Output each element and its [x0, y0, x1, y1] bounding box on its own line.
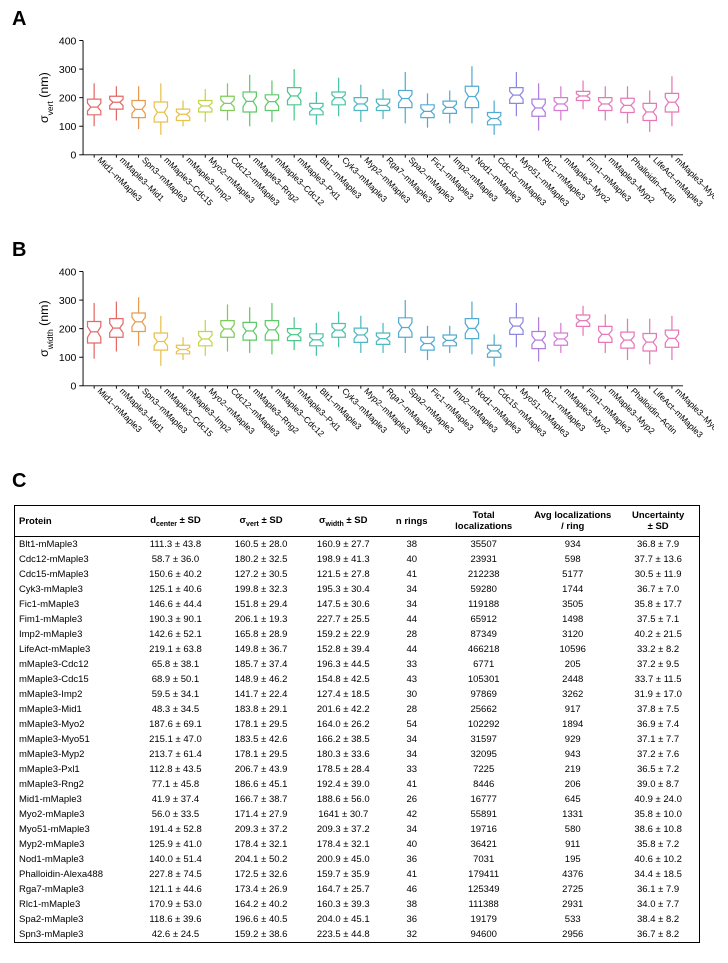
- table-row: mMaple3-Rng277.1 ± 45.8186.6 ± 45.1192.4…: [15, 777, 700, 792]
- table-row: Nod1-mMaple3140.0 ± 51.4204.1 ± 50.2200.…: [15, 852, 700, 867]
- table-row: Cdc15-mMaple3150.6 ± 40.2127.2 ± 30.5121…: [15, 567, 700, 582]
- svg-text:0: 0: [71, 382, 77, 393]
- panel-c-table-section: Proteindcenter ± SDσvert ± SDσwidth ± SD…: [0, 493, 728, 963]
- table-row: mMaple3-Cdc1568.9 ± 50.1148.9 ± 46.2154.…: [15, 672, 700, 687]
- table-header: σwidth ± SD: [302, 506, 384, 537]
- table-header: dcenter ± SD: [131, 506, 220, 537]
- table-header: Uncertainty± SD: [617, 506, 699, 537]
- table-row: Myo51-mMaple3191.4 ± 52.8209.3 ± 37.2209…: [15, 822, 700, 837]
- svg-text:400: 400: [59, 36, 77, 47]
- table-row: Rga7-mMaple3121.1 ± 44.6173.4 ± 26.9164.…: [15, 882, 700, 897]
- svg-text:200: 200: [59, 93, 77, 104]
- panel-b-chart: 0100200300400σwidth (nm)Mid1–mMaple3mMap…: [14, 262, 714, 462]
- table-header: Avg localizations/ ring: [528, 506, 617, 537]
- table-header: n rings: [384, 506, 439, 537]
- svg-text:200: 200: [59, 324, 77, 335]
- svg-text:σwidth (nm): σwidth (nm): [37, 300, 55, 357]
- data-table: Proteindcenter ± SDσvert ± SDσwidth ± SD…: [14, 505, 700, 943]
- table-row: Fim1-mMaple3190.3 ± 90.1206.1 ± 19.3227.…: [15, 612, 700, 627]
- table-row: Cdc12-mMaple358.7 ± 36.0180.2 ± 32.5198.…: [15, 552, 700, 567]
- table-row: mMaple3-Pxl1112.8 ± 43.5206.7 ± 43.9178.…: [15, 762, 700, 777]
- table-row: Spn3-mMaple342.6 ± 24.5159.2 ± 38.6223.5…: [15, 927, 700, 943]
- table-row: Blt1-mMaple3111.3 ± 43.8160.5 ± 28.0160.…: [15, 537, 700, 553]
- table-row: mMaple3-Myo2187.6 ± 69.1178.1 ± 29.5164.…: [15, 717, 700, 732]
- table-row: Cyk3-mMaple3125.1 ± 40.6199.8 ± 32.3195.…: [15, 582, 700, 597]
- table-row: mMaple3-Myp2213.7 ± 61.4178.1 ± 29.5180.…: [15, 747, 700, 762]
- table-header: σvert ± SD: [220, 506, 302, 537]
- table-row: Imp2-mMaple3142.6 ± 52.1165.8 ± 28.9159.…: [15, 627, 700, 642]
- table-row: Myp2-mMaple3125.9 ± 41.0178.4 ± 32.1178.…: [15, 837, 700, 852]
- svg-text:400: 400: [59, 267, 77, 278]
- table-row: Rlc1-mMaple3170.9 ± 53.0164.2 ± 40.2160.…: [15, 897, 700, 912]
- table-row: mMaple3-Cdc1265.8 ± 38.1185.7 ± 37.4196.…: [15, 657, 700, 672]
- table-row: mMaple3-Imp259.5 ± 34.1141.7 ± 22.4127.4…: [15, 687, 700, 702]
- panel-c-label: C: [0, 462, 728, 493]
- svg-text:100: 100: [59, 353, 77, 364]
- table-row: mMaple3-Mid148.3 ± 34.5183.8 ± 29.1201.6…: [15, 702, 700, 717]
- svg-text:300: 300: [59, 65, 77, 76]
- svg-text:100: 100: [59, 122, 77, 133]
- table-header: Totallocalizations: [439, 506, 528, 537]
- table-row: Mid1-mMaple341.9 ± 37.4166.7 ± 38.7188.6…: [15, 792, 700, 807]
- panel-a-chart: 0100200300400σvert (nm)Mid1–mMaple3mMapl…: [14, 31, 714, 231]
- table-row: Fic1-mMaple3146.6 ± 44.4151.8 ± 29.4147.…: [15, 597, 700, 612]
- table-row: Phalloidin-Alexa488227.8 ± 74.5172.5 ± 3…: [15, 867, 700, 882]
- table-header: Protein: [15, 506, 131, 537]
- panel-a-label: A: [0, 0, 728, 31]
- table-row: mMaple3-Myo51215.1 ± 47.0183.5 ± 42.6166…: [15, 732, 700, 747]
- panel-b-label: B: [0, 231, 728, 262]
- svg-text:300: 300: [59, 296, 77, 307]
- table-row: LifeAct-mMaple3219.1 ± 63.8149.8 ± 36.71…: [15, 642, 700, 657]
- svg-text:σvert (nm): σvert (nm): [37, 72, 55, 123]
- table-row: Myo2-mMaple356.0 ± 33.5171.4 ± 27.91641 …: [15, 807, 700, 822]
- svg-text:0: 0: [71, 151, 77, 162]
- table-row: Spa2-mMaple3118.6 ± 39.6196.6 ± 40.5204.…: [15, 912, 700, 927]
